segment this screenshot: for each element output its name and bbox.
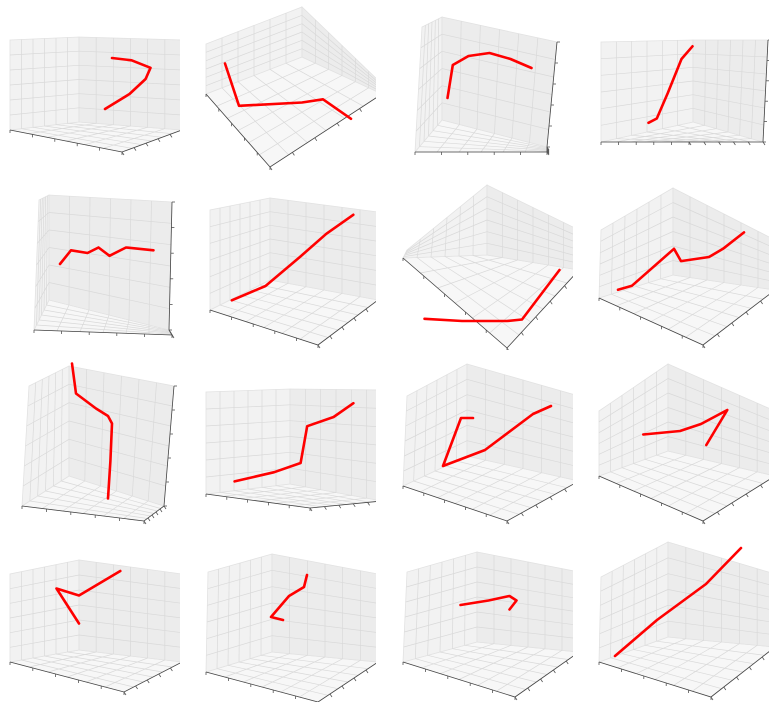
- y-tick: [748, 142, 750, 145]
- y-tick: [170, 668, 172, 671]
- subplot-6: [200, 180, 392, 355]
- y-tick: [536, 317, 538, 320]
- y-tick: [566, 661, 568, 664]
- y-tick: [324, 507, 326, 510]
- y-tick: [528, 688, 530, 691]
- subplot-5-axes: [4, 180, 180, 350]
- subplot-11-axes: [397, 356, 573, 526]
- y-tick: [550, 301, 552, 304]
- subplot-7: [397, 180, 589, 355]
- y-tick: [146, 143, 148, 146]
- subplot-16: [593, 532, 769, 707]
- subplot-14: [200, 532, 392, 707]
- y-tick: [761, 301, 763, 304]
- y-tick: [749, 667, 751, 670]
- y-tick: [521, 513, 523, 516]
- y-tick: [717, 512, 719, 515]
- y-tick: [737, 677, 739, 680]
- y-tick: [164, 506, 166, 509]
- y-tick: [521, 332, 523, 335]
- y-tick: [733, 142, 735, 145]
- subplot-3-axes: [397, 2, 573, 172]
- subplot-10: [200, 356, 392, 531]
- y-tick: [732, 503, 734, 506]
- subplot-11: [397, 356, 589, 531]
- subplot-5: [4, 180, 196, 355]
- y-tick: [353, 504, 355, 507]
- y-tick: [148, 518, 150, 521]
- subplot-16-axes: [593, 532, 769, 702]
- y-tick: [152, 515, 154, 518]
- subplot-13: [4, 532, 196, 707]
- y-tick: [147, 680, 149, 683]
- y-tick: [156, 512, 158, 515]
- y-tick: [337, 123, 339, 126]
- subplot-9: [4, 356, 196, 531]
- y-tick: [553, 670, 555, 673]
- subplot-12-axes: [593, 356, 769, 526]
- y-tick: [134, 148, 136, 151]
- y-tick: [724, 687, 726, 690]
- y-tick: [292, 152, 294, 155]
- y-tick: [368, 502, 370, 505]
- subplot-8: [593, 180, 769, 355]
- subplot-2: [200, 2, 392, 177]
- y-tick: [541, 679, 543, 682]
- y-tick: [719, 142, 721, 145]
- subplot-2-axes: [200, 2, 376, 172]
- y-tick: [366, 309, 368, 312]
- subplot-4: [593, 2, 769, 177]
- subplot-9-axes: [4, 356, 180, 526]
- subplot-15-axes: [397, 532, 573, 702]
- y-tick: [315, 138, 317, 141]
- y-tick: [330, 336, 332, 339]
- right-wall-pane: [477, 552, 573, 652]
- y-tick: [354, 678, 356, 681]
- y-tick: [366, 670, 368, 673]
- y-tick: [565, 489, 567, 492]
- y-tick: [136, 686, 138, 689]
- right-wall-pane: [487, 185, 573, 270]
- y-tick: [763, 142, 765, 145]
- subplot-1: [4, 2, 196, 177]
- subplot-6-axes: [200, 180, 376, 350]
- y-tick: [170, 134, 172, 137]
- y-tick: [550, 497, 552, 500]
- right-wall-pane: [668, 542, 769, 647]
- subplot-7-axes: [397, 180, 573, 350]
- y-tick: [746, 494, 748, 497]
- y-tick: [746, 312, 748, 315]
- subplot-10-axes: [200, 356, 376, 526]
- subplot-8-axes: [593, 180, 769, 350]
- y-tick: [339, 505, 341, 508]
- y-tick: [158, 139, 160, 142]
- y-tick: [342, 686, 344, 689]
- subplot-14-axes: [200, 532, 376, 702]
- y-tick: [159, 674, 161, 677]
- y-tick: [762, 657, 764, 660]
- subplot-15: [397, 532, 589, 707]
- y-tick: [717, 334, 719, 337]
- floor-pane: [403, 255, 573, 348]
- y-tick: [565, 286, 567, 289]
- subplot-12: [593, 356, 769, 531]
- y-tick: [761, 485, 763, 488]
- y-tick: [160, 509, 162, 512]
- subplot-3: [397, 2, 589, 177]
- y-tick: [354, 318, 356, 321]
- y-tick: [360, 109, 362, 112]
- y-tick: [536, 505, 538, 508]
- subplot-1-axes: [4, 2, 180, 172]
- y-tick: [732, 323, 734, 326]
- subplot-13-axes: [4, 532, 180, 702]
- y-tick: [330, 694, 332, 697]
- y-tick: [342, 327, 344, 330]
- subplot-4-axes: [593, 2, 769, 172]
- y-tick: [704, 142, 706, 145]
